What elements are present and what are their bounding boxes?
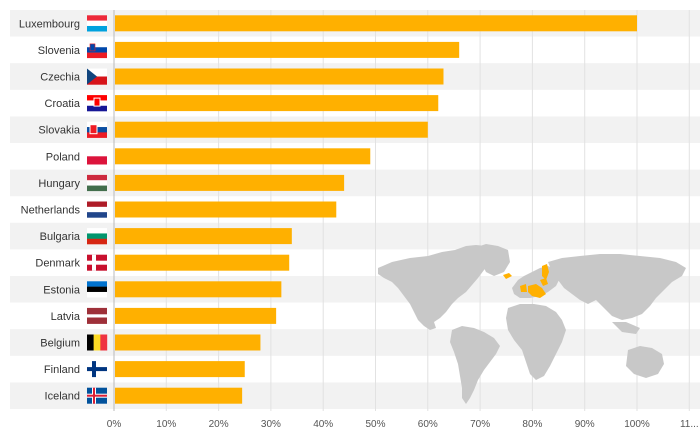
category-label: Iceland bbox=[45, 391, 80, 403]
map-africa bbox=[506, 304, 566, 380]
bar bbox=[115, 387, 243, 404]
category-label: Czechia bbox=[40, 72, 81, 84]
sk-flag bbox=[87, 121, 107, 138]
x-tick-label: 100% bbox=[624, 419, 650, 430]
hu-flag bbox=[87, 174, 107, 192]
bar bbox=[115, 15, 637, 32]
category-label: Netherlands bbox=[21, 205, 81, 217]
lu-flag bbox=[87, 15, 107, 32]
category-label: Bulgaria bbox=[40, 231, 81, 243]
bar bbox=[115, 201, 337, 218]
x-tick-label: 60% bbox=[418, 419, 438, 430]
bar bbox=[115, 254, 290, 271]
map-asia bbox=[548, 254, 686, 320]
x-tick-label: 70% bbox=[470, 419, 490, 430]
bar bbox=[115, 361, 245, 378]
category-labels: Luxembourg Slovenia Czechia Croatia Slovakia… bbox=[19, 18, 81, 402]
map-highlight-denmark-benelux bbox=[520, 284, 527, 292]
bars bbox=[115, 15, 637, 404]
x-tick-label: 40% bbox=[313, 419, 333, 430]
map-highlight-iceland bbox=[503, 273, 512, 279]
category-label: Croatia bbox=[45, 98, 81, 110]
pl-flag bbox=[87, 148, 107, 165]
bar bbox=[115, 41, 460, 58]
x-tick-label: 30% bbox=[261, 419, 281, 430]
x-tick-label: 0% bbox=[107, 419, 122, 430]
bar bbox=[115, 95, 439, 112]
map-australia bbox=[626, 346, 664, 378]
be-flag bbox=[87, 334, 108, 351]
si-flag bbox=[87, 41, 107, 59]
x-tick-label: 10% bbox=[156, 419, 176, 430]
x-tick-label: 90% bbox=[575, 419, 595, 430]
bar bbox=[115, 307, 277, 324]
map-highlighted-countries bbox=[503, 264, 549, 298]
x-axis-ticks: 0% 10% 20% 30% 40% 50% 60% 70% 80% 90% 100% 11... bbox=[107, 419, 699, 430]
cz-flag bbox=[87, 68, 107, 85]
map-highlight-finland bbox=[542, 264, 549, 280]
world-map bbox=[378, 244, 686, 404]
category-label: Slovakia bbox=[38, 125, 80, 137]
category-label: Latvia bbox=[51, 311, 81, 323]
map-se-asia bbox=[612, 322, 640, 334]
flags bbox=[87, 15, 108, 404]
map-highlight-central-europe bbox=[528, 284, 546, 298]
category-label: Slovenia bbox=[38, 45, 81, 57]
bar bbox=[115, 68, 444, 85]
x-tick-label: 20% bbox=[209, 419, 229, 430]
nl-flag bbox=[87, 201, 107, 218]
map-south-america bbox=[450, 326, 500, 404]
map-highlight-baltics bbox=[540, 278, 548, 286]
lv-flag bbox=[87, 307, 107, 324]
dk-flag bbox=[87, 254, 107, 271]
bar bbox=[115, 334, 261, 351]
x-tick-label: 11... bbox=[680, 419, 699, 430]
map-greenland bbox=[474, 244, 510, 276]
x-tick-label: 80% bbox=[522, 419, 542, 430]
bar bbox=[115, 148, 371, 165]
category-label: Hungary bbox=[38, 178, 80, 190]
fi-flag bbox=[87, 361, 107, 378]
x-tick-label: 50% bbox=[365, 419, 385, 430]
bar bbox=[115, 174, 345, 191]
category-label: Estonia bbox=[43, 284, 81, 296]
is-flag bbox=[87, 387, 107, 404]
category-label: Poland bbox=[46, 151, 80, 163]
map-north-america bbox=[378, 245, 502, 330]
bar bbox=[115, 281, 282, 298]
hr-flag bbox=[87, 95, 107, 112]
bar bbox=[115, 121, 428, 138]
category-label: Denmark bbox=[35, 258, 80, 270]
bar bbox=[115, 228, 292, 245]
category-label: Finland bbox=[44, 364, 80, 376]
ee-flag bbox=[87, 281, 107, 298]
bg-flag bbox=[87, 228, 107, 245]
category-label: Belgium bbox=[40, 338, 80, 350]
category-label: Luxembourg bbox=[19, 18, 80, 30]
